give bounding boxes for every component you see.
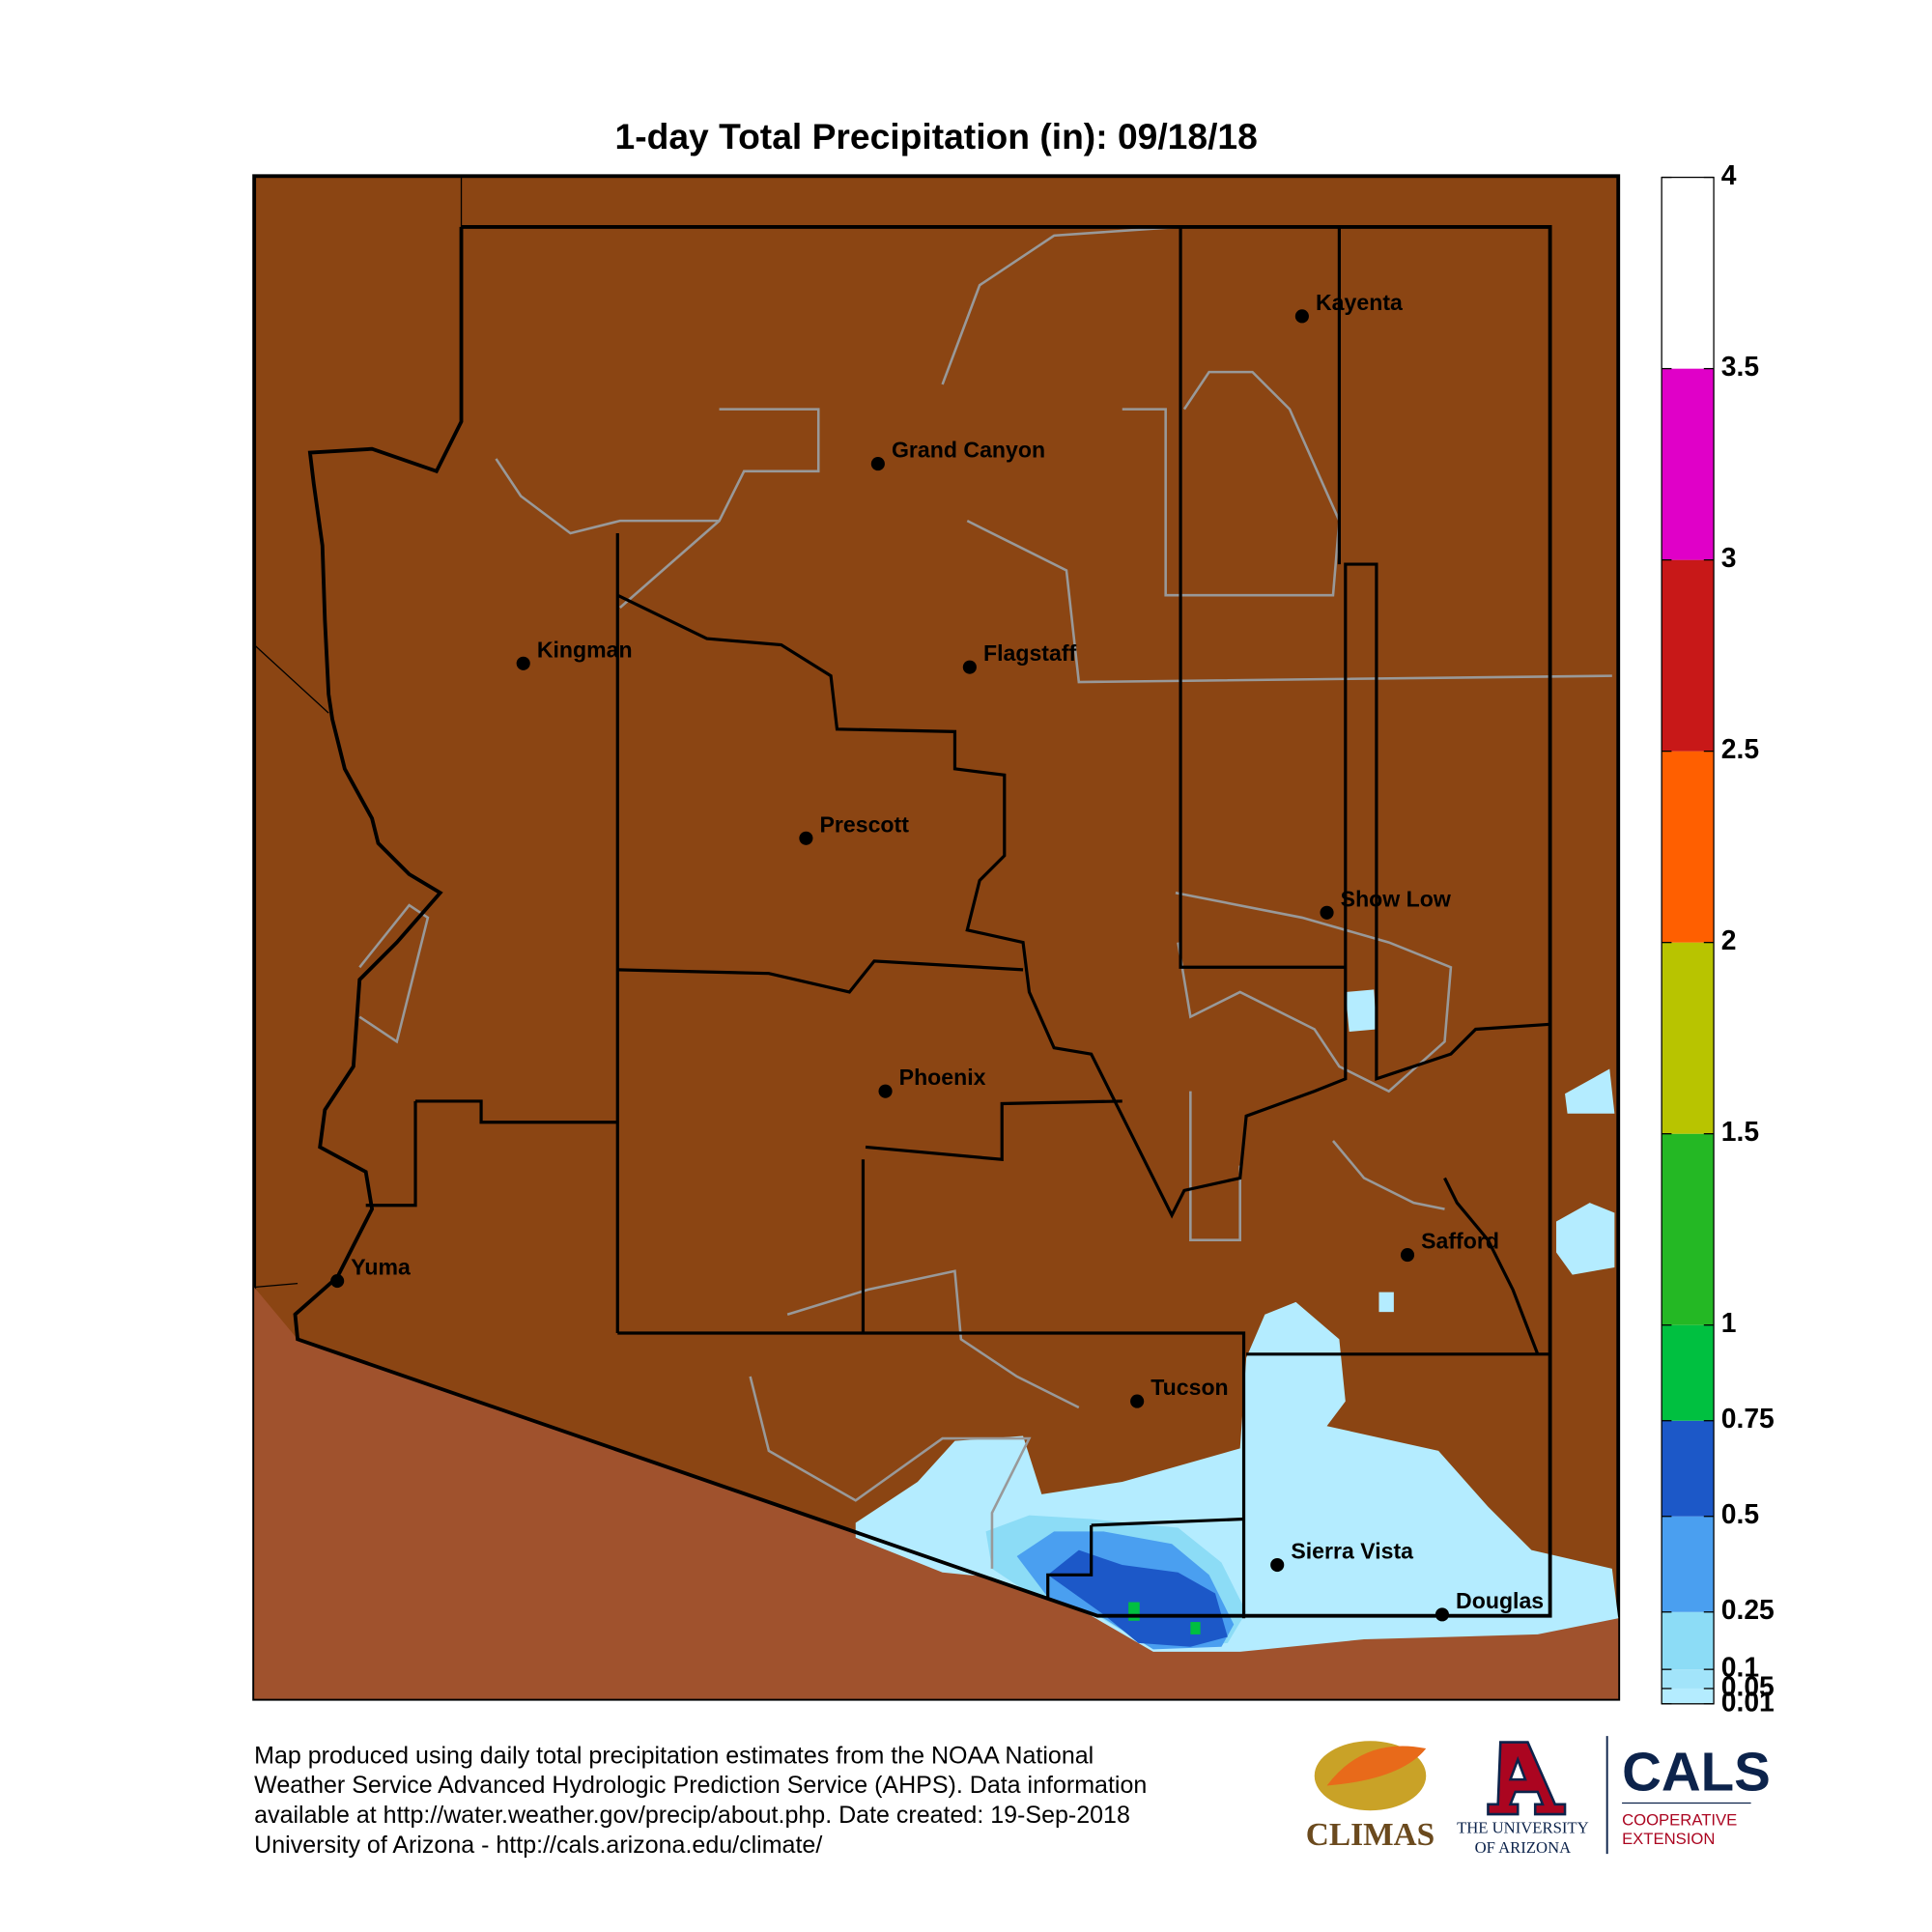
colorbar-band xyxy=(1662,177,1715,369)
colorbar-label: 3.5 xyxy=(1721,351,1759,382)
footer-line: Map produced using daily total precipita… xyxy=(254,1742,1094,1769)
city-marker xyxy=(1130,1394,1145,1408)
colorbar-band xyxy=(1662,1688,1715,1704)
city-label: Prescott xyxy=(820,811,910,837)
city-marker xyxy=(330,1273,345,1289)
climas-emblem xyxy=(1326,1746,1427,1786)
state-border xyxy=(293,224,1552,1618)
city-label: Tucson xyxy=(1151,1375,1228,1400)
climas-logo: CLIMAS xyxy=(1306,1817,1435,1853)
colorbar-label: 4 xyxy=(1721,159,1737,190)
cities: Kayenta Grand Canyon Kingman Flagstaff Presc… xyxy=(330,290,1544,1622)
city-label: Grand Canyon xyxy=(892,438,1045,463)
city-label: Kingman xyxy=(537,637,633,662)
city-label: Sierra Vista xyxy=(1291,1539,1413,1564)
colorbar-label: 0.05 xyxy=(1721,1670,1775,1701)
colorbar-band xyxy=(1662,942,1715,1134)
state-lines xyxy=(253,176,463,1289)
colorbar-label: 1 xyxy=(1721,1307,1737,1338)
colorbar-label: 0.75 xyxy=(1721,1403,1775,1434)
map xyxy=(252,174,1621,1701)
footer-line: Weather Service Advanced Hydrologic Pred… xyxy=(254,1772,1147,1799)
precip-area xyxy=(1128,1602,1140,1621)
footer-line: available at http://water.weather.gov/pr… xyxy=(254,1802,1130,1829)
city-marker xyxy=(962,660,977,674)
cals-text: COOPERATIVE xyxy=(1622,1811,1737,1830)
city-marker xyxy=(1270,1557,1285,1573)
precip-area xyxy=(1556,1203,1615,1275)
colorbar-label: 0.01 xyxy=(1721,1686,1775,1717)
colorbar-band xyxy=(1662,751,1715,943)
city-marker xyxy=(516,656,530,670)
precip-area xyxy=(1190,1622,1201,1634)
colorbar-band xyxy=(1662,368,1715,560)
ua-text: OF ARIZONA xyxy=(1475,1838,1572,1857)
colorbar-band xyxy=(1662,1133,1715,1325)
city-label: Safford xyxy=(1421,1229,1499,1254)
colorbar-band xyxy=(1662,559,1715,752)
footer-line: University of Arizona - http://cals.ariz… xyxy=(254,1832,822,1859)
city-label: Kayenta xyxy=(1316,290,1403,315)
ua-text: THE UNIVERSITY xyxy=(1457,1818,1589,1836)
colorbar-label: 3 xyxy=(1721,542,1737,573)
colorbar-label: 0.25 xyxy=(1721,1594,1775,1625)
city-marker xyxy=(1435,1607,1449,1622)
city-marker xyxy=(1294,309,1309,324)
footer: Map produced using daily total precipita… xyxy=(254,1742,1147,1858)
reservation-lines xyxy=(358,225,1612,1569)
map-title: 1-day Total Precipitation (in): 09/18/18 xyxy=(615,116,1258,156)
cals-logo: CALS xyxy=(1622,1742,1771,1803)
colorbar-band xyxy=(1662,1516,1715,1612)
logos: CLIMAS THE UNIVERSITY OF ARIZONA CALS CO… xyxy=(1306,1736,1771,1857)
city-marker xyxy=(878,1084,893,1098)
ua-logo xyxy=(1487,1741,1567,1816)
city-label: Yuma xyxy=(351,1255,411,1280)
city-label: Show Low xyxy=(1341,886,1452,911)
colorbar-band xyxy=(1662,1420,1715,1517)
colorbar-band xyxy=(1662,1669,1715,1689)
colorbar-frame xyxy=(1661,176,1715,1705)
city-marker xyxy=(1320,905,1334,920)
precip-area xyxy=(1378,1292,1394,1313)
cals-text: EXTENSION xyxy=(1622,1830,1715,1848)
precip-area xyxy=(1565,1068,1615,1114)
colorbar-label: 0.1 xyxy=(1721,1652,1759,1683)
colorbar: 0.010.050.1 0.25 0.5 0.75 1 1.5 2 2.5 3 3.5 4 xyxy=(1661,159,1775,1717)
city-marker xyxy=(799,831,813,845)
colorbar-band xyxy=(1662,1324,1715,1421)
colorbar-label: 2 xyxy=(1721,924,1737,955)
city-label: Phoenix xyxy=(899,1065,986,1090)
county-lines xyxy=(365,226,1550,1619)
precip-area xyxy=(1345,989,1377,1033)
colorbar-label: 2.5 xyxy=(1721,733,1759,764)
city-label: Douglas xyxy=(1456,1588,1544,1613)
city-marker xyxy=(1400,1248,1415,1263)
colorbar-band xyxy=(1662,1611,1715,1670)
colorbar-label: 1.5 xyxy=(1721,1116,1759,1147)
colorbar-label: 0.5 xyxy=(1721,1498,1759,1529)
mexico xyxy=(254,1287,1619,1699)
city-label: Flagstaff xyxy=(983,640,1077,666)
city-marker xyxy=(870,457,885,471)
